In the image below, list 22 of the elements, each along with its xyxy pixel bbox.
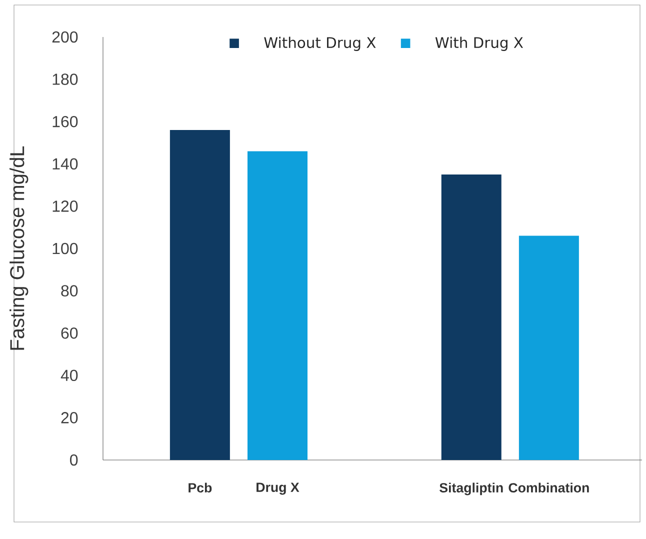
bar	[441, 174, 502, 460]
y-axis-title: Fasting Glucose mg/dL	[10, 146, 28, 350]
bar	[170, 130, 230, 460]
y-tick-label: 160	[52, 116, 78, 128]
y-tick-label: 200	[52, 31, 78, 43]
y-tick-label: 100	[52, 242, 78, 254]
y-tick-label: 180	[52, 74, 78, 85]
legend-label: Without Drug X	[264, 36, 376, 51]
x-tick-label: Drug X	[256, 482, 300, 495]
y-tick-label: 40	[60, 370, 78, 382]
bar	[518, 236, 579, 460]
y-tick-label: 20	[61, 412, 78, 424]
x-tick-label: Sitagliptin	[440, 482, 503, 496]
x-tick-label: Combination	[508, 482, 589, 492]
y-tick-label: 140	[52, 158, 78, 170]
y-tick-label: 0	[70, 454, 78, 466]
bar	[248, 151, 308, 460]
y-tick-label: 60	[61, 327, 78, 339]
y-tick-label: 120	[52, 200, 78, 212]
legend-label: With Drug X	[435, 36, 524, 51]
y-tick-label: 80	[61, 285, 78, 296]
x-tick-label: Pcb	[188, 482, 212, 492]
